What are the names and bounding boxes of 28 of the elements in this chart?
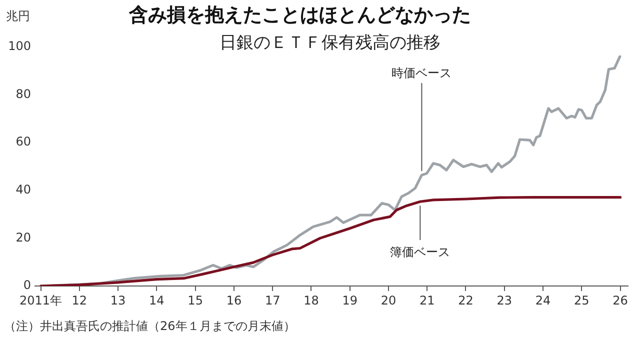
- x-tick-label: 19: [342, 293, 358, 308]
- annotation: 時価ベース: [392, 66, 452, 80]
- y-tick-label: 40: [16, 182, 31, 197]
- x-tick-label: 18: [304, 293, 319, 308]
- x-tick-label: 16: [226, 293, 242, 308]
- x-tick-label: 12: [72, 293, 88, 308]
- x-tick-label: 14: [149, 293, 164, 308]
- y-tick-label: 100: [8, 39, 31, 54]
- text: （注）井出真吾氏の推計値（26年１月までの月末値）: [4, 319, 296, 333]
- y-tick-label: 60: [16, 134, 31, 149]
- x-tick-label: 13: [110, 293, 126, 308]
- y-tick-label: 0: [23, 278, 31, 292]
- chart-subtitle: 日銀のＥＴＦ保有残高の推移: [220, 33, 440, 53]
- x-tick-label: 17: [264, 293, 280, 308]
- x-tick-label: 2011年: [20, 293, 62, 308]
- x-tick-label: 23: [496, 293, 512, 308]
- x-tick-label: 15: [188, 293, 203, 308]
- x-tick-label: 20: [380, 293, 396, 308]
- chart-title: 含み損を抱えたことはほとんどなかった: [128, 4, 471, 26]
- x-tick-label: 25: [574, 293, 590, 308]
- y-tick-label: 80: [16, 86, 31, 101]
- x-tick-label: 22: [458, 293, 474, 308]
- y-tick-label: 20: [16, 230, 31, 244]
- x-tick-label: 24: [535, 293, 551, 308]
- x-tick-label: 26: [612, 293, 628, 308]
- y-axis-title: 兆円: [6, 9, 30, 23]
- x-tick-label: 21: [419, 293, 435, 308]
- annotation: 簿価ベース: [390, 245, 450, 259]
